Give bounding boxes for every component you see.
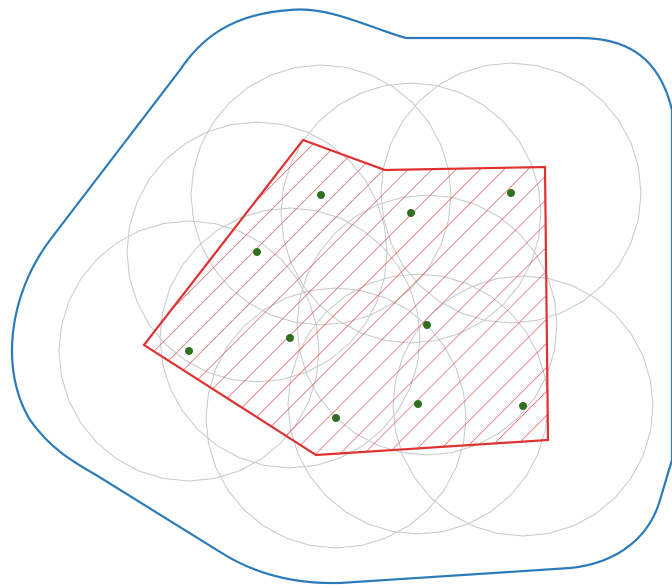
hatched-polygon [142, 138, 550, 457]
data-point [423, 321, 431, 329]
data-point [414, 400, 422, 408]
points-group [185, 189, 527, 422]
data-point [286, 334, 294, 342]
outer-boundary-curve [10, 8, 672, 585]
data-point [519, 402, 527, 410]
data-point [317, 191, 325, 199]
data-point [185, 347, 193, 355]
data-point [507, 189, 515, 197]
data-point [253, 248, 261, 256]
data-point [407, 209, 415, 217]
data-point [332, 414, 340, 422]
